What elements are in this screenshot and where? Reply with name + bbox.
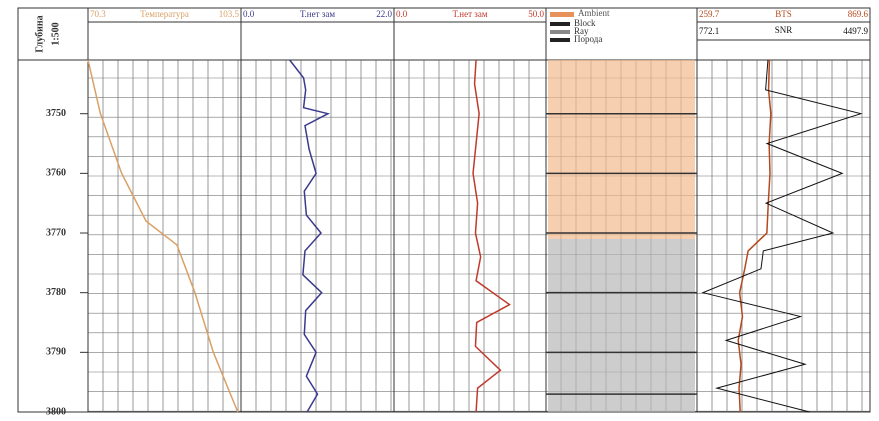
track-title: BTS	[775, 9, 792, 19]
depth-label: 3760	[46, 168, 66, 179]
scale-label: 103.5	[219, 9, 240, 19]
track-title: Температура	[140, 9, 189, 19]
depth-label: 3790	[46, 347, 66, 358]
depth-title: Глубина	[34, 15, 45, 52]
image-band	[548, 60, 695, 239]
image-band	[548, 239, 695, 412]
scale-label: 0.0	[243, 9, 255, 19]
legend-label: Порода	[574, 34, 602, 44]
depth-scale: 1:500	[50, 22, 61, 45]
legend-swatch	[550, 30, 570, 34]
track-title: Т.нет зам	[300, 9, 335, 19]
depth-label: 3770	[46, 227, 66, 238]
legend-swatch	[550, 12, 574, 17]
scale-label: 70.3	[90, 9, 106, 19]
depth-label: 3800	[46, 406, 66, 417]
legend-swatch	[550, 22, 570, 26]
scale-label: 0.0	[396, 9, 408, 19]
well-log: Глубина 1:500 3750 3760 3770 3780 3790 3800 Те…	[0, 0, 879, 421]
depth-label: 3750	[46, 108, 66, 119]
scale-label: 22.0	[376, 9, 392, 19]
scale-label: 259.7	[699, 9, 720, 19]
depth-label: 3780	[46, 287, 66, 298]
scale-label: 50.0	[528, 9, 544, 19]
scale-label: 4497.9	[843, 26, 868, 36]
legend-swatch	[550, 38, 570, 42]
legend-title: Ambient	[578, 8, 610, 18]
scale-label: 772.1	[699, 26, 719, 36]
track-title: Т.нет зам	[452, 9, 487, 19]
series-name: SNR	[775, 25, 793, 35]
scale-label: 869.6	[848, 9, 869, 19]
